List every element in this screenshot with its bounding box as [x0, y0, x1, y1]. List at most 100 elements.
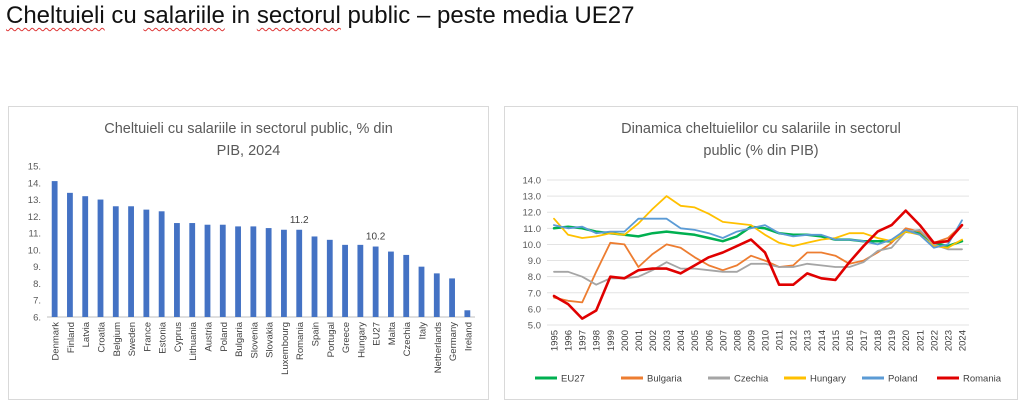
x-tick-label: France [142, 322, 153, 352]
x-tick-label: 2021 [915, 330, 926, 351]
x-tick-label: 2009 [746, 330, 757, 351]
x-tick-label: Spain [311, 322, 322, 346]
x-tick-label: 2002 [648, 330, 659, 351]
bar-chart-title-line2: PIB, 2024 [216, 143, 281, 159]
page-title-word: salariile [143, 2, 225, 29]
x-tick-label: Netherlands [433, 322, 444, 373]
y-tick-label: 10.0 [523, 240, 542, 251]
page-title-word: UE27 [574, 2, 635, 29]
x-tick-label: 2023 [943, 330, 954, 351]
x-tick-label: 2016 [845, 330, 856, 351]
y-tick-label: 5.0 [528, 321, 541, 332]
x-tick-label: Lithuania [188, 321, 199, 360]
y-tick-label: 13.0 [523, 192, 542, 203]
bar-czechia [403, 254, 410, 317]
bar-germany [449, 278, 455, 317]
page-title-word: Cheltuieli [6, 2, 105, 29]
line-chart-panel: Dinamica cheltuielilor cu salariile in s… [504, 106, 1018, 400]
bar-netherlands [433, 273, 440, 317]
bar-latvia [82, 196, 89, 317]
x-tick-label: Cyprus [173, 322, 184, 352]
bar-malta [388, 251, 394, 317]
x-tick-label: Portugal [326, 322, 337, 357]
bar-croatia [97, 199, 104, 317]
page-title-word: sectorul [256, 2, 341, 29]
x-tick-label: Italy [418, 322, 429, 340]
bar-sweden [128, 206, 134, 317]
x-tick-label: Belgium [112, 322, 123, 356]
x-tick-label: Czechia [402, 321, 413, 356]
bar-austria [204, 224, 211, 317]
x-tick-label: 2011 [775, 330, 786, 350]
bar-slovenia [250, 226, 257, 317]
page-title-word: – [416, 2, 431, 29]
y-tick-label: 12.0 [523, 208, 542, 219]
y-tick-label: 11.0 [523, 224, 541, 235]
y-tick-label: 15. [28, 162, 41, 173]
x-tick-label: 2006 [704, 330, 715, 351]
bar-chart-title: Cheltuieli cu salariile in sectorul publ… [9, 118, 488, 162]
x-tick-label: Latvia [81, 321, 92, 347]
data-label-romania: 11.2 [290, 215, 309, 226]
x-tick-label: 1997 [578, 330, 589, 351]
x-tick-label: Estonia [158, 321, 169, 353]
bar-lithuania [189, 223, 196, 317]
bar-slovakia [265, 228, 272, 317]
x-tick-label: Bulgaria [234, 321, 245, 357]
bar-france [143, 209, 150, 317]
y-tick-label: 9. [33, 262, 41, 273]
x-tick-label: 2013 [803, 330, 814, 351]
bar-denmark [51, 181, 58, 317]
legend-label-czechia: Czechia [734, 374, 769, 385]
bar-poland [219, 224, 226, 317]
series-line-romania [552, 209, 964, 320]
x-tick-label: 2014 [817, 330, 828, 351]
x-tick-label: 2015 [831, 330, 842, 351]
x-tick-label: 2010 [761, 330, 772, 351]
bar-portugal [326, 239, 333, 317]
bar-cyprus [174, 223, 180, 317]
x-tick-label: 2001 [634, 330, 645, 351]
y-tick-label: 6.0 [528, 304, 541, 315]
x-tick-label: Croatia [97, 321, 108, 352]
x-tick-label: 2008 [732, 330, 743, 351]
x-tick-label: Denmark [51, 322, 62, 361]
x-tick-label: Germany [448, 322, 459, 361]
bar-italy [418, 266, 425, 317]
y-tick-label: 14. [28, 178, 41, 189]
x-tick-label: Ireland [463, 322, 474, 351]
line-chart-title-line1: Dinamica cheltuielilor cu salariile in s… [621, 121, 901, 137]
series-line-poland [553, 217, 963, 249]
data-label-eu27: 10.2 [366, 232, 386, 243]
x-tick-label: 2003 [662, 330, 673, 351]
x-tick-label: Sweden [127, 322, 138, 356]
legend-label-romania: Romania [963, 374, 1002, 385]
y-tick-label: 8. [33, 279, 41, 290]
bar-spain [311, 236, 318, 317]
page-title: Cheltuieli cu salariile in sectorul publ… [6, 2, 634, 30]
x-tick-label: Luxembourg [280, 322, 291, 375]
y-tick-label: 6. [33, 313, 41, 324]
x-tick-label: 2024 [957, 330, 968, 351]
bar-romania [296, 229, 303, 317]
page-title-word: peste [436, 2, 496, 29]
x-tick-label: 2020 [901, 330, 912, 351]
legend-label-eu27: EU27 [561, 374, 585, 385]
x-tick-label: 2019 [887, 330, 898, 351]
y-tick-label: 7. [33, 296, 41, 307]
bar-chart-panel: Cheltuieli cu salariile in sectorul publ… [8, 106, 489, 400]
x-tick-label: 1996 [564, 330, 575, 351]
bar-hungary [357, 244, 364, 317]
series-line-hungary [553, 195, 963, 249]
bar-bulgaria [235, 226, 241, 317]
legend-label-bulgaria: Bulgaria [647, 374, 683, 385]
x-tick-label: 2004 [676, 330, 687, 351]
x-tick-label: 2000 [620, 330, 631, 351]
y-tick-label: 8.0 [528, 272, 541, 283]
bar-belgium [112, 206, 119, 317]
bar-greece [342, 244, 348, 317]
bar-ireland [464, 310, 471, 317]
x-tick-label: 2018 [873, 330, 884, 351]
x-tick-label: 2022 [929, 330, 940, 351]
